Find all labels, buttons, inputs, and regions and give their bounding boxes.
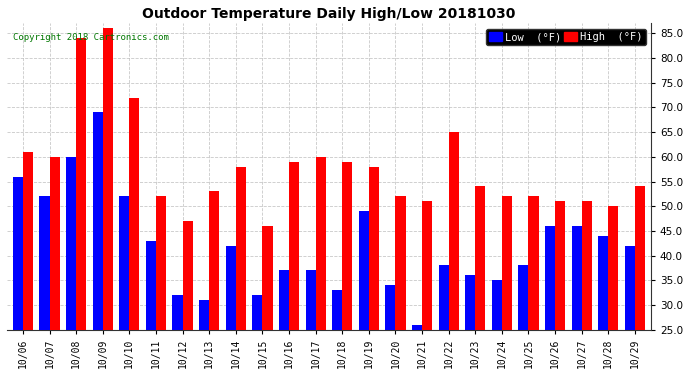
Bar bbox=[502, 196, 512, 375]
Bar bbox=[50, 157, 59, 375]
Bar bbox=[236, 167, 246, 375]
Bar bbox=[518, 266, 529, 375]
Bar bbox=[209, 191, 219, 375]
Bar bbox=[385, 285, 395, 375]
Bar bbox=[342, 162, 353, 375]
Title: Outdoor Temperature Daily High/Low 20181030: Outdoor Temperature Daily High/Low 20181… bbox=[142, 7, 515, 21]
Bar bbox=[395, 196, 406, 375]
Bar bbox=[465, 275, 475, 375]
Bar bbox=[199, 300, 209, 375]
Bar bbox=[13, 177, 23, 375]
Bar bbox=[289, 162, 299, 375]
Bar bbox=[448, 132, 459, 375]
Bar bbox=[332, 290, 342, 375]
Bar bbox=[582, 201, 592, 375]
Bar bbox=[545, 226, 555, 375]
Bar bbox=[598, 236, 609, 375]
Bar bbox=[422, 201, 432, 375]
Legend: Low  (°F), High  (°F): Low (°F), High (°F) bbox=[486, 29, 646, 45]
Bar bbox=[76, 38, 86, 375]
Bar bbox=[439, 266, 449, 375]
Bar bbox=[92, 112, 103, 375]
Bar bbox=[156, 196, 166, 375]
Bar bbox=[529, 196, 539, 375]
Bar bbox=[609, 206, 618, 375]
Bar bbox=[172, 295, 183, 375]
Bar bbox=[475, 186, 485, 375]
Bar bbox=[571, 226, 582, 375]
Bar bbox=[555, 201, 565, 375]
Bar bbox=[315, 157, 326, 375]
Bar bbox=[369, 167, 379, 375]
Bar bbox=[262, 226, 273, 375]
Bar bbox=[226, 246, 236, 375]
Bar bbox=[279, 270, 289, 375]
Bar bbox=[66, 157, 76, 375]
Bar bbox=[359, 211, 369, 375]
Bar bbox=[253, 295, 262, 375]
Bar bbox=[412, 325, 422, 375]
Bar bbox=[129, 98, 139, 375]
Bar bbox=[306, 270, 315, 375]
Bar bbox=[39, 196, 50, 375]
Bar bbox=[23, 152, 33, 375]
Bar bbox=[183, 221, 193, 375]
Bar bbox=[119, 196, 129, 375]
Bar bbox=[625, 246, 635, 375]
Bar bbox=[635, 186, 645, 375]
Text: Copyright 2018 Cartronics.com: Copyright 2018 Cartronics.com bbox=[13, 33, 169, 42]
Bar bbox=[146, 241, 156, 375]
Bar bbox=[103, 28, 113, 375]
Bar bbox=[492, 280, 502, 375]
